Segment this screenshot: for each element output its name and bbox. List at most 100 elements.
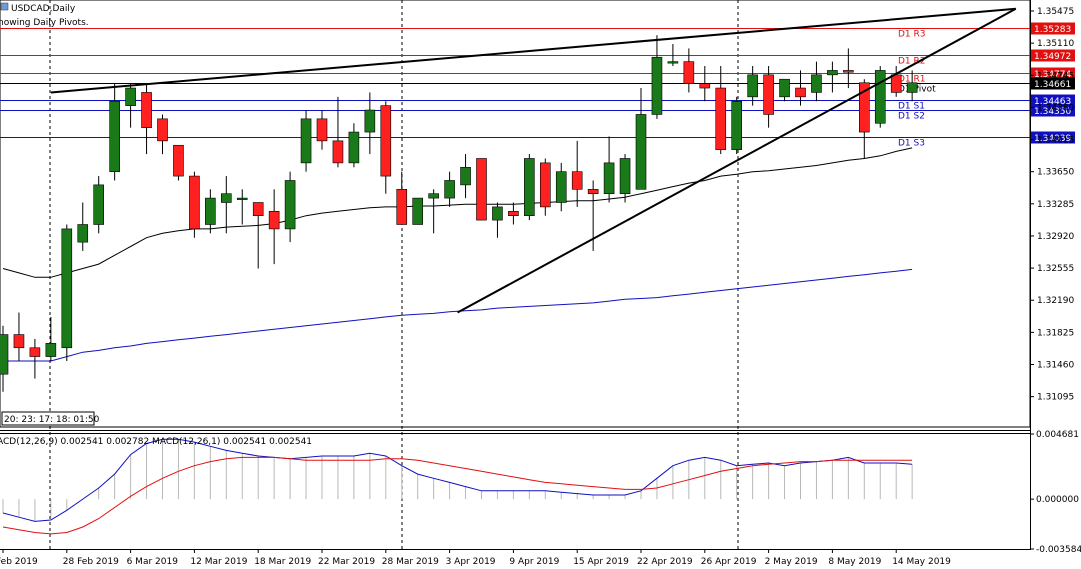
pivot-label: D1 R2 xyxy=(898,57,926,67)
candle-bull xyxy=(747,74,758,98)
candle-bull xyxy=(236,197,248,200)
candle-bear xyxy=(316,118,328,142)
candle-bull xyxy=(428,193,439,199)
candle-bull xyxy=(635,114,647,190)
candle-bull xyxy=(205,197,216,225)
grid-layer xyxy=(49,0,739,549)
candle-bull xyxy=(61,228,73,349)
candle-bull xyxy=(827,70,838,76)
pivot-price-tag xyxy=(1031,22,1075,35)
macd-line xyxy=(2,438,913,522)
time-tick-label: 14 May 2019 xyxy=(892,557,951,567)
candle-bull xyxy=(874,70,886,124)
candle-bear xyxy=(29,347,41,357)
macd-tick-label: 0.004681 xyxy=(1036,430,1079,440)
pivot-price-tag xyxy=(1031,104,1075,117)
symbol-title: USDCAD,Daily xyxy=(11,4,76,14)
candle-bull xyxy=(555,171,567,203)
time-tick-label: 26 Apr 2019 xyxy=(701,557,757,567)
candle-bull xyxy=(619,158,631,194)
price-tick-label: 1.31825 xyxy=(1037,328,1074,338)
pivot-label: D1 R3 xyxy=(898,30,926,40)
pivot-price-tag-text: 1.34350 xyxy=(1034,107,1071,117)
pivot-price-tag-text: 1.34039 xyxy=(1034,134,1071,144)
candle-bull xyxy=(603,162,615,194)
pivot-label: D1 S2 xyxy=(898,112,925,122)
price-tick-label: 1.33285 xyxy=(1037,200,1074,210)
macd-tick-label: 0.000000 xyxy=(1036,495,1079,505)
candle-bull xyxy=(125,87,136,106)
time-tick-label: 22 Mar 2019 xyxy=(318,557,375,567)
pivot-label: D1 S3 xyxy=(898,139,925,149)
candle-bear xyxy=(683,61,695,84)
candle-bear xyxy=(715,87,727,150)
pivot-price-tag-text: 1.34661 xyxy=(1034,80,1071,90)
candle-bear xyxy=(587,188,599,194)
ma-short-line xyxy=(2,147,913,278)
candle-bull xyxy=(779,78,790,98)
candle-bull xyxy=(284,180,296,230)
candle-bear xyxy=(763,74,774,115)
time-tick-label: 12 Mar 2019 xyxy=(190,557,247,567)
price-tick-label: 1.31460 xyxy=(1037,360,1074,370)
candle-bear xyxy=(539,162,551,208)
pivot-price-tag-text: 1.34972 xyxy=(1034,52,1071,62)
candle-bull xyxy=(109,100,120,172)
candle-bear xyxy=(843,70,854,73)
candle-bear xyxy=(157,118,168,142)
price-tick-label: 1.32555 xyxy=(1037,264,1074,274)
time-tick-label: 6 Mar 2019 xyxy=(127,557,179,567)
candle-bear xyxy=(268,210,280,230)
time-axis: Feb 2019 28 Feb 2019 6 Mar 2019 12 Mar 2019… xyxy=(0,549,951,567)
trendline xyxy=(50,7,1016,94)
candle-bull xyxy=(460,166,471,186)
candle-bear xyxy=(380,105,392,177)
time-tick-label: 28 Feb 2019 xyxy=(63,557,119,567)
price-tick-label: 1.35475 xyxy=(1037,7,1074,17)
time-tick-label: 28 Mar 2019 xyxy=(382,557,439,567)
pivot-price-tag xyxy=(1031,131,1075,144)
price-tick-label: 1.34015 xyxy=(1037,136,1074,146)
macd-label: ACD(12,26,9) 0.002541 0.002782 MACD(12,2… xyxy=(0,437,312,447)
time-tick-label: 9 Apr 2019 xyxy=(509,557,559,567)
candle-bear xyxy=(396,188,408,225)
candle-bear xyxy=(795,87,806,98)
candle-bull xyxy=(667,61,679,64)
trendlines xyxy=(50,7,1017,314)
candle-bear xyxy=(508,210,519,217)
pivot-price-tag-text: 1.34463 xyxy=(1034,97,1071,107)
price-tick-label: 1.32190 xyxy=(1037,296,1074,306)
candle-bear xyxy=(476,158,487,221)
pivot-price-tag xyxy=(1031,49,1075,62)
candle-bull xyxy=(348,131,360,164)
price-tick-label: 1.34745 xyxy=(1037,71,1074,81)
time-tick-label: 8 May 2019 xyxy=(828,557,881,567)
candles xyxy=(0,35,918,392)
time-tick-label: 15 Apr 2019 xyxy=(573,557,629,567)
symbol-icon xyxy=(0,2,9,11)
time-stub-box xyxy=(1,411,95,426)
candle-bull xyxy=(731,100,743,150)
candle-bear xyxy=(13,334,25,349)
macd-panel: 0.004681 0.000000 -0.003584 xyxy=(2,430,1081,555)
candle-bear xyxy=(173,144,184,177)
candle-bear xyxy=(332,140,344,164)
pivot-price-tag xyxy=(1031,77,1075,90)
candle-bear xyxy=(699,83,711,89)
candle-bull xyxy=(492,206,503,221)
price-tick-label: 1.33650 xyxy=(1037,168,1074,178)
time-tick-label: Feb 2019 xyxy=(0,557,38,567)
candle-bull xyxy=(444,180,455,199)
pivot-price-tag xyxy=(1031,94,1075,107)
moving-averages xyxy=(2,147,913,362)
candle-bear xyxy=(252,202,264,217)
price-tick-label: 1.31095 xyxy=(1037,393,1074,403)
candle-bull xyxy=(651,56,663,115)
pivot-label: D1 S1 xyxy=(898,102,925,112)
time-tick-label: 2 May 2019 xyxy=(765,557,818,567)
ma-long-line xyxy=(3,268,913,362)
pivot-price-tag xyxy=(1031,67,1075,80)
candle-bear xyxy=(571,171,583,190)
